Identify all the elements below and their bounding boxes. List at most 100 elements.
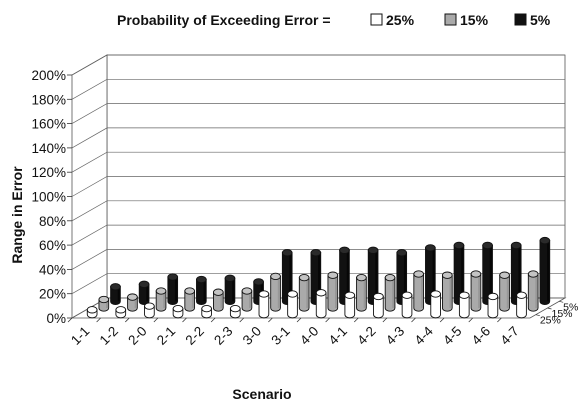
- x-tick-label: 4-7: [497, 324, 521, 348]
- bar-s0-9-top: [344, 291, 356, 299]
- bar-s0-13-top: [458, 291, 470, 299]
- bar-s1-10-shade: [392, 277, 395, 308]
- x-tick: [497, 317, 502, 323]
- bar-s1-4-shade: [220, 292, 223, 308]
- bar-s1-5-shade: [249, 290, 252, 308]
- bar-s0-13: [458, 291, 470, 319]
- bar-s2-0: [110, 283, 121, 305]
- x-tick: [210, 317, 216, 323]
- bar-s0-3: [172, 304, 184, 319]
- y-axis-title: Range in Error: [9, 166, 25, 264]
- x-tick-label: 4-3: [383, 324, 407, 348]
- y-tick-labels: 0% 20% 40% 60% 80% 100% 120% 140% 160% 180% 200%: [31, 68, 66, 326]
- bar-s0-2: [144, 302, 155, 319]
- bar-s0-12: [430, 290, 441, 319]
- bar-s1-3-top: [184, 287, 196, 295]
- x-axis-title: Scenario: [232, 386, 291, 402]
- bar-s0-11-body: [401, 294, 413, 319]
- bar-s1-8: [327, 271, 339, 312]
- bar-s0-7-body: [287, 293, 298, 319]
- bar-s0-8-body: [315, 292, 327, 319]
- bar-s1-13: [470, 270, 482, 312]
- bar-s2-9-top: [367, 246, 379, 254]
- bar-s1-12-top: [441, 271, 453, 279]
- gridline: [71, 200, 565, 222]
- bar-s1-9-shade: [363, 277, 366, 308]
- x-tick-label: 3-1: [268, 324, 292, 348]
- y-tick-label: 160%: [31, 117, 66, 132]
- bar-s2-7-shade: [318, 252, 321, 302]
- bar-s0-2-top: [144, 302, 155, 310]
- x-tick: [296, 317, 302, 323]
- bar-s2-14-shade: [518, 245, 521, 302]
- bar-s2-13: [482, 241, 493, 305]
- bar-s2-4-top: [224, 274, 236, 282]
- bar-s2-10-top: [396, 249, 408, 257]
- bar-s1-7-top: [298, 273, 310, 282]
- x-tick-label: 4-6: [469, 324, 493, 348]
- bar-s1-1: [127, 293, 138, 312]
- x-tick: [153, 317, 159, 323]
- bar-s0-5: [229, 304, 241, 319]
- bar-s1-6-shade: [277, 276, 280, 308]
- bar-s2-3: [196, 275, 207, 305]
- bar-s0-13-body: [458, 294, 470, 319]
- x-tick: [411, 317, 416, 323]
- x-tick-label: 4-5: [440, 324, 464, 348]
- x-tick-label: 4-2: [354, 324, 378, 348]
- bar-s0-0: [86, 306, 98, 319]
- bar-s0-11-top: [401, 291, 413, 299]
- bar-s1-12-shade: [449, 275, 452, 308]
- bar-s1-15: [527, 270, 539, 312]
- y-tick-label: 120%: [31, 165, 66, 180]
- bar-s2-11-top: [425, 244, 436, 252]
- depth-tick: [547, 307, 552, 310]
- bar-s1-13-shade: [478, 273, 481, 308]
- bar-s1-15-shade: [535, 273, 538, 308]
- bar-s0-9: [344, 291, 356, 319]
- bar-s0-4: [201, 304, 212, 319]
- bar-s2-0-top: [110, 283, 121, 291]
- bar-s0-15-body: [516, 294, 527, 319]
- bar-s1-0-top: [98, 295, 110, 304]
- bar-s1-15-top: [527, 270, 539, 278]
- bar-s1-6: [270, 272, 281, 312]
- y-tick-label: 180%: [31, 92, 66, 107]
- bar-s2-15: [539, 236, 551, 305]
- gridline: [71, 127, 565, 149]
- bar-s1-14-shade: [506, 275, 509, 308]
- bar-s0-6-top: [258, 290, 270, 298]
- bar-s2-15-shade: [547, 240, 550, 302]
- bar-s2-14-top: [510, 241, 522, 250]
- y-tick-label: 60%: [39, 238, 66, 253]
- bar-s1-4: [212, 288, 224, 312]
- x-tick-label: 4-0: [297, 324, 321, 348]
- bar-s2-11-shade: [432, 247, 435, 302]
- bar-s2-4: [224, 274, 236, 305]
- bar-s1-2-shade: [163, 290, 166, 308]
- bar-s0-12-body: [430, 293, 441, 319]
- bar-s2-0-shade: [117, 286, 120, 302]
- x-tick: [124, 317, 130, 323]
- y-tick-label: 80%: [39, 214, 66, 229]
- bar-s1-1-top: [127, 293, 138, 301]
- bar-s0-14-top: [487, 292, 499, 301]
- bar-s1-12: [441, 271, 453, 312]
- bar-s0-6: [258, 290, 270, 319]
- y-tick-label: 100%: [31, 190, 66, 205]
- y-tick-label: 140%: [31, 141, 66, 156]
- bar-s1-13-top: [470, 270, 482, 278]
- depth-tick: [535, 314, 540, 317]
- bar-s0-10-body: [373, 295, 384, 319]
- legend-swatch-25: [370, 13, 383, 26]
- y-tick-label: 20%: [39, 287, 66, 302]
- y-tick-label: 200%: [31, 68, 66, 83]
- depth-label: 5%: [563, 301, 578, 313]
- x-tick: [439, 317, 445, 323]
- bar-s1-9: [356, 273, 367, 312]
- legend-swatch-5: [514, 13, 527, 26]
- bar-s0-14-body: [487, 295, 499, 319]
- bar-s0-15: [516, 291, 527, 319]
